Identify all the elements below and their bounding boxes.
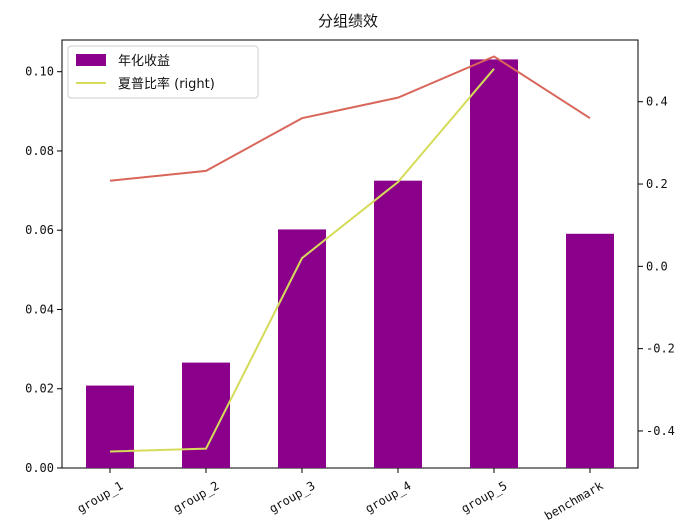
- x-tick-label: group_1: [75, 478, 126, 515]
- right-tick-label: -0.4: [646, 424, 675, 438]
- line-series: [109, 55, 591, 453]
- left-tick-label: 0.08: [25, 144, 54, 158]
- x-tick-label: group_3: [267, 478, 318, 515]
- left-y-axis: 0.00 0.02 0.04 0.06 0.08 0.10: [25, 65, 62, 475]
- chart-title: 分组绩效: [318, 12, 378, 30]
- sharpe-ratio-line: [109, 68, 495, 453]
- right-tick-label: 0.2: [646, 177, 668, 191]
- legend-label-line: 夏普比率 (right): [118, 76, 215, 92]
- left-tick-label: 0.06: [25, 223, 54, 237]
- secondary-line: [109, 55, 591, 182]
- left-tick-label: 0.00: [25, 461, 54, 475]
- bar-benchmark: [566, 233, 614, 468]
- x-tick-label: group_2: [171, 478, 222, 515]
- bar-group_5: [470, 59, 518, 468]
- left-tick-label: 0.04: [25, 302, 54, 316]
- plot-frame: [61, 39, 639, 469]
- left-tick-label: 0.02: [25, 382, 54, 396]
- right-tick-label: 0.4: [646, 95, 668, 109]
- bar-group_3: [278, 229, 326, 468]
- right-y-axis: -0.4 -0.2 0.0 0.2 0.4: [638, 95, 675, 438]
- bar-group_1: [86, 385, 134, 468]
- legend-label-bar: 年化收益: [118, 54, 170, 69]
- bar-group_4: [374, 180, 422, 468]
- bar-series: [86, 59, 614, 468]
- x-tick-label: group_4: [363, 478, 414, 515]
- legend: 年化收益 夏普比率 (right): [67, 45, 259, 99]
- x-axis: group_1 group_2 group_3 group_4 group_5 bench…: [75, 468, 606, 523]
- legend-box: [67, 45, 259, 99]
- right-tick-label: -0.2: [646, 342, 675, 356]
- x-tick-label: group_5: [459, 478, 510, 515]
- right-tick-label: 0.0: [646, 259, 668, 273]
- x-tick-label: benchmark: [542, 478, 606, 523]
- left-tick-label: 0.10: [25, 65, 54, 79]
- legend-swatch-bar: [76, 54, 106, 66]
